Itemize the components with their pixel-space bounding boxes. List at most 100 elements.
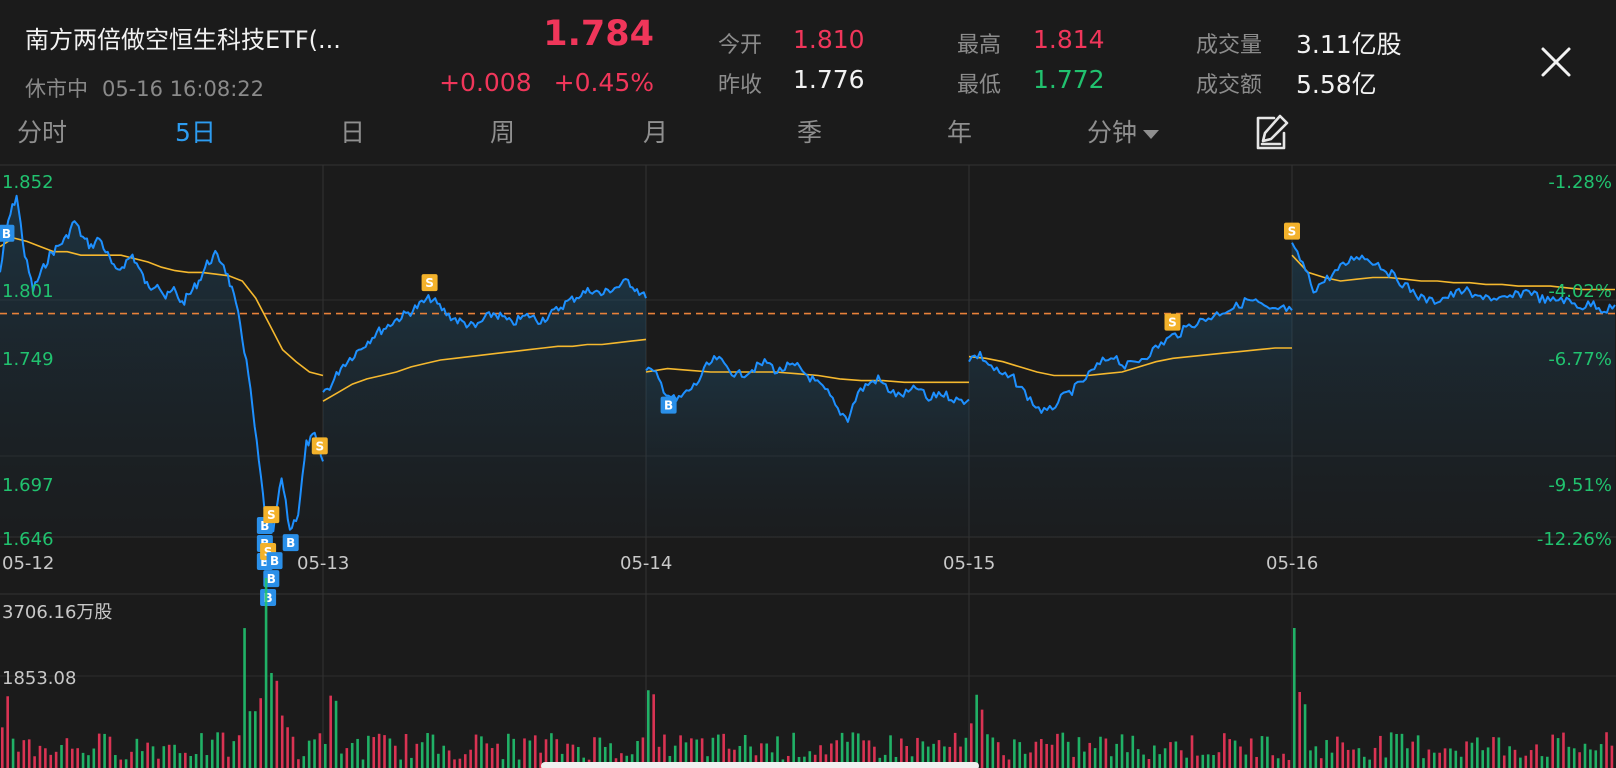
- tab-minute-dropdown[interactable]: 分钟: [1087, 113, 1160, 149]
- volume-bar: [733, 749, 736, 768]
- volume-bar: [81, 752, 85, 768]
- volume-bar: [1352, 749, 1355, 768]
- volume-label: 成交量: [1196, 33, 1263, 58]
- volume-bar: [620, 753, 623, 768]
- caret-down-icon: [1143, 129, 1160, 139]
- volume-bar: [916, 737, 919, 768]
- volume-bar: [27, 739, 31, 768]
- volume-bar: [410, 757, 413, 768]
- volume-bar: [539, 752, 542, 768]
- tab-week[interactable]: 周: [490, 118, 516, 147]
- volume-bar: [130, 751, 133, 768]
- volume-bar: [1535, 744, 1538, 768]
- volume-bar: [490, 748, 494, 768]
- price-axis-label: 1.801: [2, 281, 54, 302]
- volume-bar: [1336, 736, 1339, 768]
- volume-bar: [1395, 733, 1398, 768]
- volume-axis-mid: 1853.08: [2, 668, 77, 689]
- volume-bar: [54, 751, 58, 768]
- marker-label: B: [260, 519, 269, 533]
- price-line-day: [645, 355, 970, 423]
- volume-bar: [953, 732, 957, 768]
- volume-bar: [458, 758, 462, 768]
- marker-label: S: [315, 439, 324, 453]
- volume-bar: [135, 738, 139, 768]
- marker-label: B: [264, 591, 273, 605]
- volume-bar: [1427, 749, 1431, 768]
- volume-bar: [345, 748, 349, 768]
- volume-bar: [431, 734, 435, 768]
- open-label: 今开: [718, 33, 763, 58]
- volume-bar: [1502, 755, 1506, 768]
- tab-intraday[interactable]: 分时: [17, 118, 68, 147]
- volume-bar: [1018, 742, 1022, 768]
- volume-bar: [184, 752, 187, 768]
- volume-bar: [1190, 735, 1194, 768]
- marker-badge: [260, 588, 277, 606]
- volume-bar: [770, 752, 774, 768]
- last-price: 1.784: [543, 14, 654, 54]
- date-axis-label: 05-15: [943, 553, 996, 574]
- volume-bar: [393, 745, 397, 768]
- volume-bar: [533, 735, 537, 768]
- volume-bar: [873, 746, 876, 768]
- pct-axis-label: -4.02%: [1548, 281, 1612, 302]
- volume-bar: [1384, 757, 1388, 768]
- volume-bar: [959, 746, 962, 768]
- volume-bar: [1357, 748, 1361, 768]
- tab-quarter[interactable]: 季: [797, 118, 823, 147]
- tab-month[interactable]: 月: [643, 118, 669, 147]
- volume-bar: [485, 743, 489, 768]
- volume-bar: [33, 756, 36, 768]
- volume-bar: [695, 739, 699, 768]
- volume-bar: [420, 742, 424, 768]
- volume-bar: [140, 751, 144, 768]
- volume-bar: [49, 754, 53, 768]
- volume-bar: [480, 736, 483, 768]
- volume-bar: [437, 753, 440, 768]
- volume-bar: [1449, 748, 1452, 768]
- volume-bar: [426, 733, 429, 768]
- volume-bar: [1293, 628, 1296, 768]
- volume-bar: [1228, 739, 1231, 768]
- marker-label: S: [1168, 316, 1177, 330]
- tab-day[interactable]: 日: [340, 118, 366, 147]
- volume-bar: [1492, 737, 1495, 768]
- volume-bar: [1223, 733, 1226, 768]
- volume-bar: [157, 758, 160, 768]
- volume-bar: [1459, 756, 1463, 768]
- marker-label: B: [2, 227, 11, 241]
- volume-bar: [1050, 744, 1054, 768]
- high-label: 最高: [957, 33, 1002, 58]
- volume-bar: [1179, 750, 1183, 768]
- marker-badge: [1164, 313, 1181, 331]
- close-button[interactable]: [1534, 40, 1578, 84]
- tab-5day[interactable]: 5日: [175, 118, 216, 147]
- price-axis-label: 1.646: [2, 529, 54, 550]
- volume-bar: [636, 740, 639, 768]
- date-axis-label: 05-14: [620, 553, 673, 574]
- volume-bar: [146, 742, 149, 768]
- volume-bar: [1379, 735, 1382, 768]
- volume-bar: [808, 751, 812, 768]
- volume-bar: [361, 759, 365, 768]
- volume-bar: [1572, 748, 1576, 768]
- tab-year[interactable]: 年: [947, 118, 973, 147]
- volume-bar: [1314, 746, 1318, 768]
- buy-marker: B: [0, 224, 15, 242]
- volume-bar: [6, 696, 9, 768]
- volume-bar: [711, 737, 715, 768]
- volume-bar: [307, 740, 311, 768]
- volume-bar: [1066, 741, 1070, 768]
- volume-bar: [205, 755, 209, 768]
- volume-bar: [1147, 759, 1151, 768]
- quote-timestamp: 05-16 16:08:22: [102, 77, 265, 101]
- volume-bar: [937, 740, 941, 768]
- volume-bar: [1271, 755, 1275, 768]
- volume-bar: [900, 738, 903, 768]
- draw-tool-button[interactable]: [1250, 111, 1292, 153]
- volume-bar: [1115, 743, 1118, 768]
- volume-bar: [404, 734, 408, 768]
- volume-bar: [1217, 752, 1221, 768]
